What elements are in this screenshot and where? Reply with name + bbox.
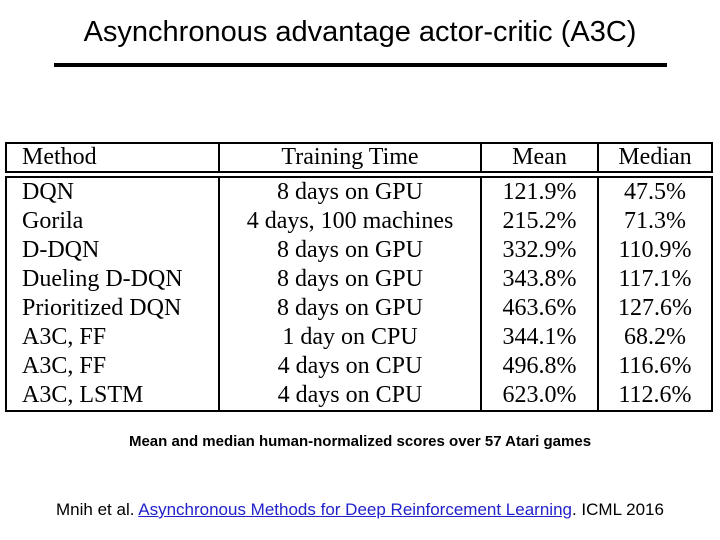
table-cell-training: 8 days on GPU (220, 265, 482, 294)
citation-prefix: Mnih et al. (56, 500, 139, 519)
table-cell-method: Gorila (7, 207, 220, 236)
table-row: DQN 8 days on GPU 121.9% 47.5% (7, 178, 711, 207)
header-cell-median: Median (618, 144, 692, 170)
table-cell-mean: 344.1% (482, 323, 599, 352)
table-row: D-DQN 8 days on GPU 332.9% 110.9% (7, 236, 711, 265)
header-cell-training: Training Time (220, 144, 482, 171)
header-cell-mean: Mean (482, 144, 599, 171)
table-cell-method: A3C, FF (7, 352, 220, 381)
page-title: Asynchronous advantage actor-critic (A3C… (83, 16, 637, 48)
table-cell-method: A3C, LSTM (7, 381, 220, 410)
table-cell-training: 4 days on CPU (220, 381, 482, 410)
table-cell-mean: 343.8% (482, 265, 599, 294)
table-cell-method: A3C, FF (7, 323, 220, 352)
table-cell-median: 110.9% (618, 237, 692, 263)
table-cell-median: 127.6% (618, 295, 692, 321)
table-cell-mean: 623.0% (482, 381, 599, 410)
title-underline-rule (54, 63, 667, 67)
table-cell-median: 116.6% (618, 353, 692, 379)
table-cell-training: 4 days, 100 machines (220, 207, 482, 236)
table-cell-training: 8 days on GPU (220, 236, 482, 265)
table-cell-mean: 332.9% (482, 236, 599, 265)
header-cell-method: Method (7, 144, 220, 171)
table-cell-method: Dueling D-DQN (7, 265, 220, 294)
table-cell-mean: 121.9% (482, 178, 599, 207)
table-row: A3C, FF 1 day on CPU 344.1% 68.2% (7, 323, 711, 352)
table-cell-mean: 215.2% (482, 207, 599, 236)
table-row: Dueling D-DQN 8 days on GPU 343.8% 117.1… (7, 265, 711, 294)
table-cell-median: 112.6% (618, 382, 692, 408)
table-cell-mean: 463.6% (482, 294, 599, 323)
table-cell-training: 4 days on CPU (220, 352, 482, 381)
table-cell-median: 117.1% (618, 266, 692, 292)
table-cell-median: 47.5% (624, 179, 686, 205)
table-cell-training: 8 days on GPU (220, 294, 482, 323)
paper-link[interactable]: Asynchronous Methods for Deep Reinforcem… (138, 500, 572, 519)
citation-suffix: . ICML 2016 (571, 500, 664, 519)
table-cell-training: 1 day on CPU (220, 323, 482, 352)
table-row: Gorila 4 days, 100 machines 215.2% 71.3% (7, 207, 711, 236)
results-table: Method Training Time Mean Median DQN 8 d… (5, 142, 713, 412)
table-cell-mean: 496.8% (482, 352, 599, 381)
table-cell-median: 71.3% (624, 208, 686, 234)
table-cell-method: D-DQN (7, 236, 220, 265)
table-header-section: Method Training Time Mean Median (5, 142, 713, 173)
table-body-section: DQN 8 days on GPU 121.9% 47.5% Gorila 4 … (5, 176, 713, 412)
citation: Mnih et al. Asynchronous Methods for Dee… (0, 500, 720, 520)
table-cell-training: 8 days on GPU (220, 178, 482, 207)
table-cell-method: Prioritized DQN (7, 294, 220, 323)
table-row: A3C, FF 4 days on CPU 496.8% 116.6% (7, 352, 711, 381)
table-caption: Mean and median human-normalized scores … (128, 433, 592, 450)
table-cell-median: 68.2% (624, 324, 686, 350)
table-row: A3C, LSTM 4 days on CPU 623.0% 112.6% (7, 381, 711, 410)
table-header-row: Method Training Time Mean Median (7, 144, 711, 171)
table-row: Prioritized DQN 8 days on GPU 463.6% 127… (7, 294, 711, 323)
table-cell-method: DQN (7, 178, 220, 207)
